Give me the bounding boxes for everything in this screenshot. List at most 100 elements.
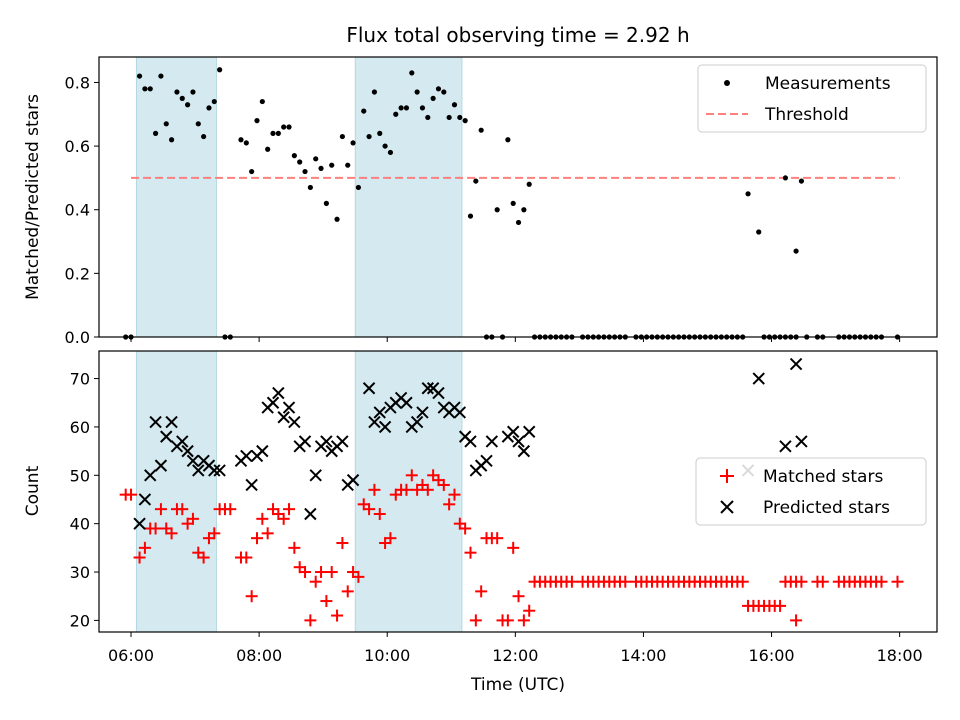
count-points bbox=[119, 357, 904, 627]
bottom-axes-frame bbox=[98, 350, 938, 633]
matched-stars-point bbox=[512, 590, 525, 603]
observing-window-1 bbox=[135, 350, 217, 633]
measurement-point bbox=[387, 149, 394, 156]
predicted-stars-point bbox=[464, 435, 477, 448]
predicted-stars-point bbox=[165, 415, 178, 429]
measurement-point bbox=[451, 102, 458, 108]
bottom-panel: 20 30 40 50 60 70 06:00 08:00 10:00 12:00 14:00 16… bbox=[23, 350, 938, 695]
predicted-stars-point bbox=[240, 449, 253, 463]
measurement-point bbox=[323, 200, 329, 206]
measurement-point bbox=[756, 229, 762, 235]
measurement-point bbox=[217, 67, 223, 73]
top-y-ticks: 0.0 0.2 0.4 0.6 0.8 bbox=[65, 73, 99, 347]
bottom-x-ticks: 06:00 08:00 10:00 12:00 14:00 16:00 18:00 bbox=[108, 632, 923, 665]
top-observing-windows bbox=[135, 56, 463, 338]
measurement-point bbox=[313, 156, 319, 162]
measurement-point bbox=[435, 86, 442, 92]
measurement-point bbox=[457, 114, 463, 121]
measurement-point bbox=[211, 98, 217, 105]
matched-stars-point bbox=[315, 566, 328, 579]
measurement-point bbox=[446, 114, 452, 121]
matched-stars-point bbox=[165, 527, 178, 540]
predicted-stars-point bbox=[309, 469, 322, 482]
predicted-stars-point bbox=[368, 415, 381, 429]
matched-stars-point bbox=[816, 575, 829, 588]
x-tick-label: 14:00 bbox=[620, 646, 666, 665]
matched-stars-legend-marker bbox=[720, 469, 734, 483]
matched-stars-point bbox=[138, 541, 151, 554]
matched-stars-point bbox=[368, 483, 381, 496]
top-x-ticks bbox=[130, 337, 901, 342]
observing-window-2 bbox=[354, 56, 463, 338]
x-tick-label: 06:00 bbox=[108, 646, 154, 665]
measurement-point bbox=[345, 162, 351, 168]
measurement-point bbox=[179, 95, 185, 101]
measurement-point bbox=[286, 124, 292, 130]
measurement-point bbox=[158, 73, 164, 79]
predicted-stars-point bbox=[752, 372, 765, 385]
matched-stars-point bbox=[774, 599, 787, 612]
measurement-point bbox=[382, 143, 388, 149]
measurement-point bbox=[281, 124, 287, 130]
matched-stars-point bbox=[443, 498, 456, 511]
measurement-point bbox=[494, 207, 500, 213]
predicted-stars-point bbox=[523, 425, 536, 438]
matched-stars-point bbox=[891, 575, 904, 588]
y-tick-label: 0.8 bbox=[65, 73, 90, 92]
measurement-point bbox=[136, 73, 143, 79]
measurement-point bbox=[270, 130, 276, 136]
measurement-point bbox=[142, 86, 148, 92]
predicted-stars-point bbox=[288, 415, 301, 429]
measurement-point bbox=[302, 168, 308, 175]
matched-stars-point bbox=[261, 527, 274, 540]
x-tick-label: 12:00 bbox=[492, 646, 538, 665]
matched-stars-point bbox=[341, 585, 354, 598]
measurement-point bbox=[414, 89, 420, 95]
bottom-y-axis-label: Count bbox=[23, 465, 43, 516]
matched-stars-point bbox=[256, 512, 269, 525]
measurement-point bbox=[425, 114, 431, 121]
predicted-stars-point bbox=[506, 425, 520, 438]
matched-stars-point bbox=[299, 566, 312, 579]
matched-stars-point bbox=[154, 503, 167, 516]
matched-stars-point bbox=[240, 551, 253, 564]
predicted-stars-point bbox=[208, 464, 221, 477]
measurement-point bbox=[505, 137, 511, 143]
x-axis-label: Time (UTC) bbox=[470, 675, 565, 695]
matched-stars-point bbox=[469, 614, 482, 627]
measurement-point bbox=[793, 248, 799, 254]
measurement-point bbox=[403, 105, 410, 111]
matched-stars-point bbox=[405, 469, 418, 482]
predicted-stars-point bbox=[277, 411, 290, 424]
measurement-point bbox=[259, 98, 265, 105]
matched-stars-point bbox=[384, 532, 397, 545]
predicted-stars-point bbox=[192, 464, 205, 477]
measurement-point bbox=[297, 159, 303, 165]
matched-stars-legend-label: Matched stars bbox=[763, 467, 883, 487]
measurement-point bbox=[243, 140, 249, 146]
predicted-stars-point bbox=[266, 396, 280, 409]
predicted-stars-point bbox=[453, 406, 467, 419]
matched-stars-point bbox=[459, 522, 472, 535]
matched-stars-point bbox=[176, 503, 189, 516]
predicted-stars-point bbox=[400, 396, 413, 409]
figure-title: Flux total observing time = 2.92 h bbox=[346, 23, 689, 47]
predicted-stars-point bbox=[272, 386, 285, 400]
predicted-stars-point bbox=[432, 386, 445, 400]
predicted-stars-point bbox=[213, 464, 226, 477]
matched-stars-point bbox=[277, 512, 290, 525]
predicted-stars-point bbox=[149, 415, 162, 429]
predicted-stars-point bbox=[789, 357, 803, 371]
matched-stars-point bbox=[875, 575, 888, 588]
predicted-stars-point bbox=[138, 493, 152, 506]
measurement-point bbox=[366, 133, 372, 140]
predicted-stars-point bbox=[245, 478, 258, 492]
matched-stars-point bbox=[125, 488, 138, 501]
measurement-point bbox=[185, 102, 191, 108]
matched-stars-point bbox=[491, 532, 504, 545]
y-tick-label: 0.6 bbox=[65, 137, 90, 156]
predicted-stars-point bbox=[336, 435, 349, 448]
y-tick-label: 60 bbox=[70, 418, 90, 437]
predicted-stars-point bbox=[362, 382, 376, 395]
